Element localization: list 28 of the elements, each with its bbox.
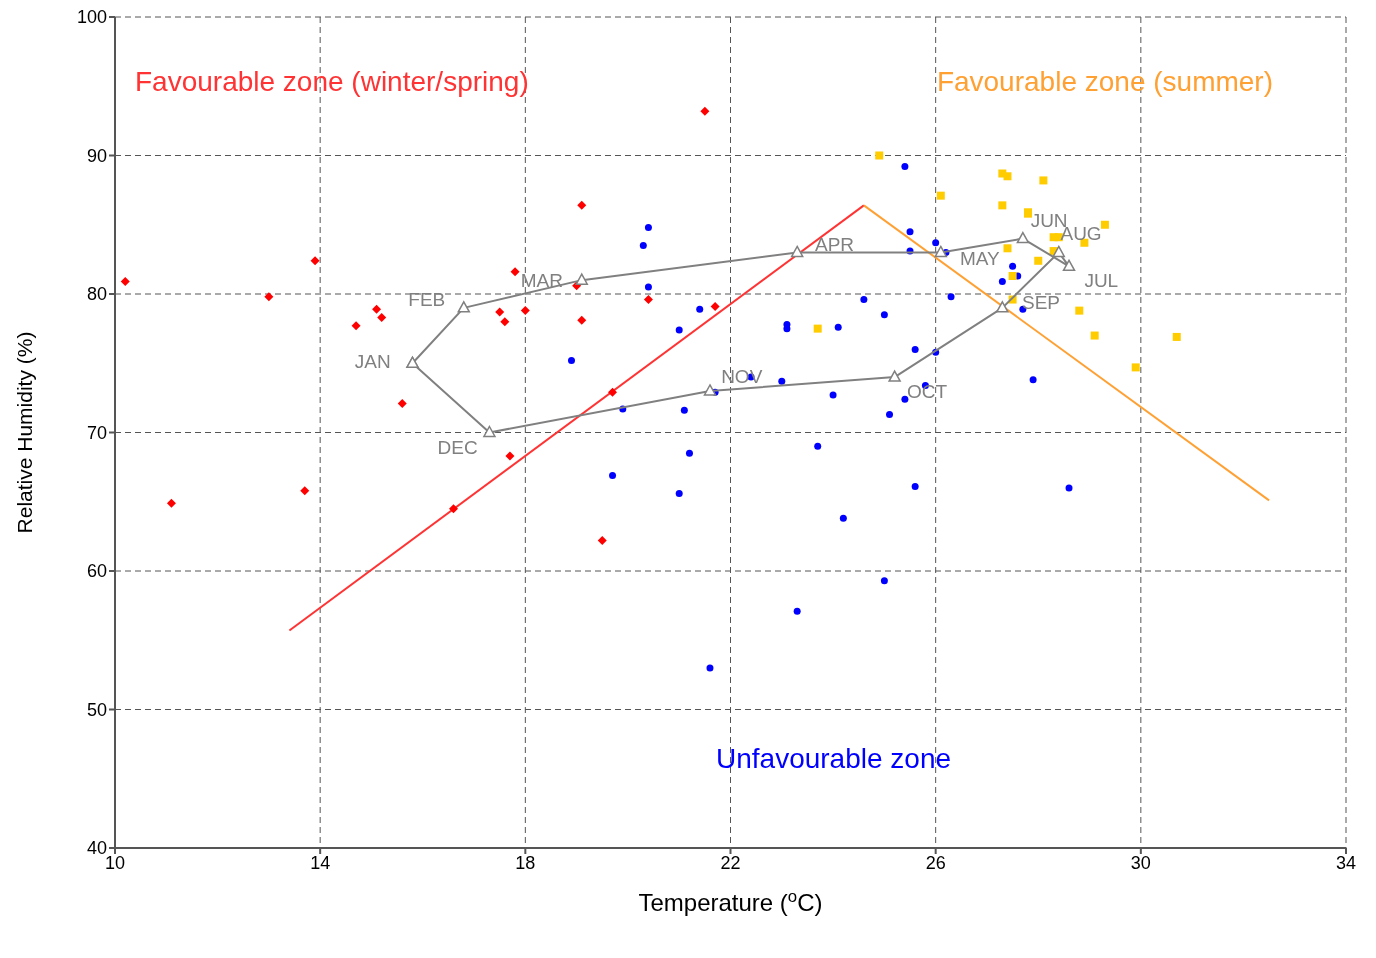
y-tick-label: 90 xyxy=(86,145,107,166)
annotation: JAN xyxy=(354,350,391,372)
y-tick-label: 80 xyxy=(86,284,107,305)
annotation: Favourable zone (summer) xyxy=(936,66,1273,98)
x-tick-label: 10 xyxy=(104,852,126,873)
x-tick-label: 18 xyxy=(515,852,536,873)
y-tick-label: 50 xyxy=(86,699,107,720)
y-tick-label: 40 xyxy=(86,838,107,859)
y-tick-label: 100 xyxy=(76,7,107,28)
y-axis-title: Relative Humidity (%) xyxy=(13,331,37,534)
annotation: APR xyxy=(814,233,855,255)
annotation: JUL xyxy=(1084,270,1119,292)
annotation: DEC xyxy=(437,437,478,459)
annotation: Unfavourable zone xyxy=(716,743,952,775)
annotation: Favourable zone (winter/spring) xyxy=(135,66,529,98)
x-tick-label: 34 xyxy=(1335,852,1357,873)
annotation: FEB xyxy=(408,288,446,310)
annotation: MAY xyxy=(959,247,1001,269)
annotation: OCT xyxy=(907,381,948,403)
x-tick-label: 30 xyxy=(1130,852,1151,873)
annotation: MAR xyxy=(520,270,563,292)
annotation: SEP xyxy=(1021,291,1060,313)
x-tick-label: 14 xyxy=(310,852,331,873)
x-tick-label: 22 xyxy=(720,852,741,873)
y-tick-label: 60 xyxy=(86,561,107,582)
y-tick-label: 70 xyxy=(86,422,107,443)
x-tick-label: 26 xyxy=(925,852,946,873)
x-axis-title: Temperature ($^{o}$C) xyxy=(638,886,823,916)
